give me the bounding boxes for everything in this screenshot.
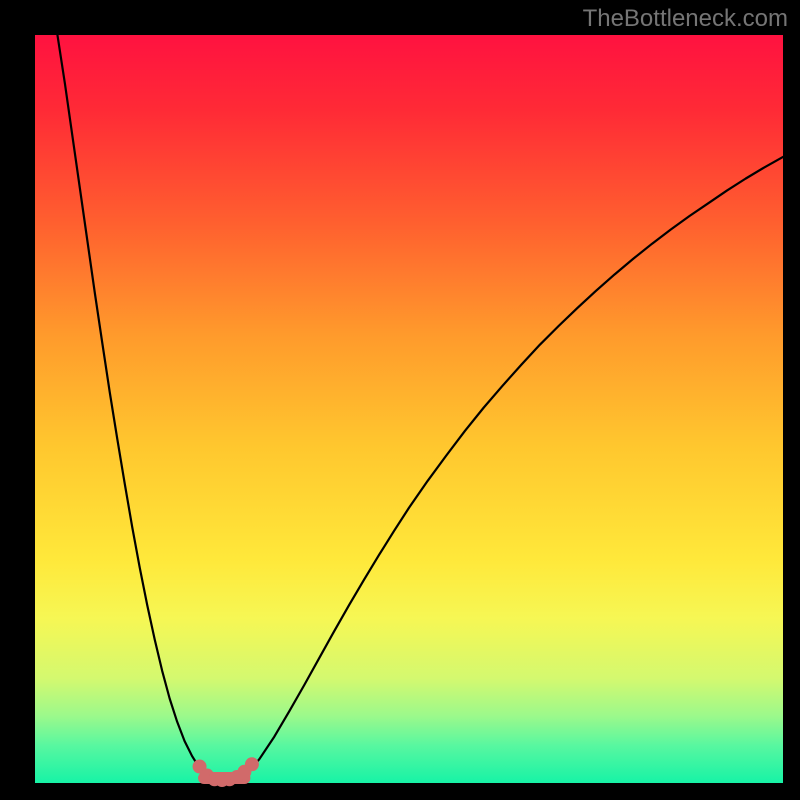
bottleneck-curve bbox=[57, 35, 783, 782]
stage: TheBottleneck.com bbox=[0, 0, 800, 800]
watermark-text: TheBottleneck.com bbox=[583, 5, 788, 33]
chart-svg bbox=[35, 35, 783, 783]
plot-area bbox=[35, 35, 783, 783]
marker-dot bbox=[245, 758, 258, 771]
